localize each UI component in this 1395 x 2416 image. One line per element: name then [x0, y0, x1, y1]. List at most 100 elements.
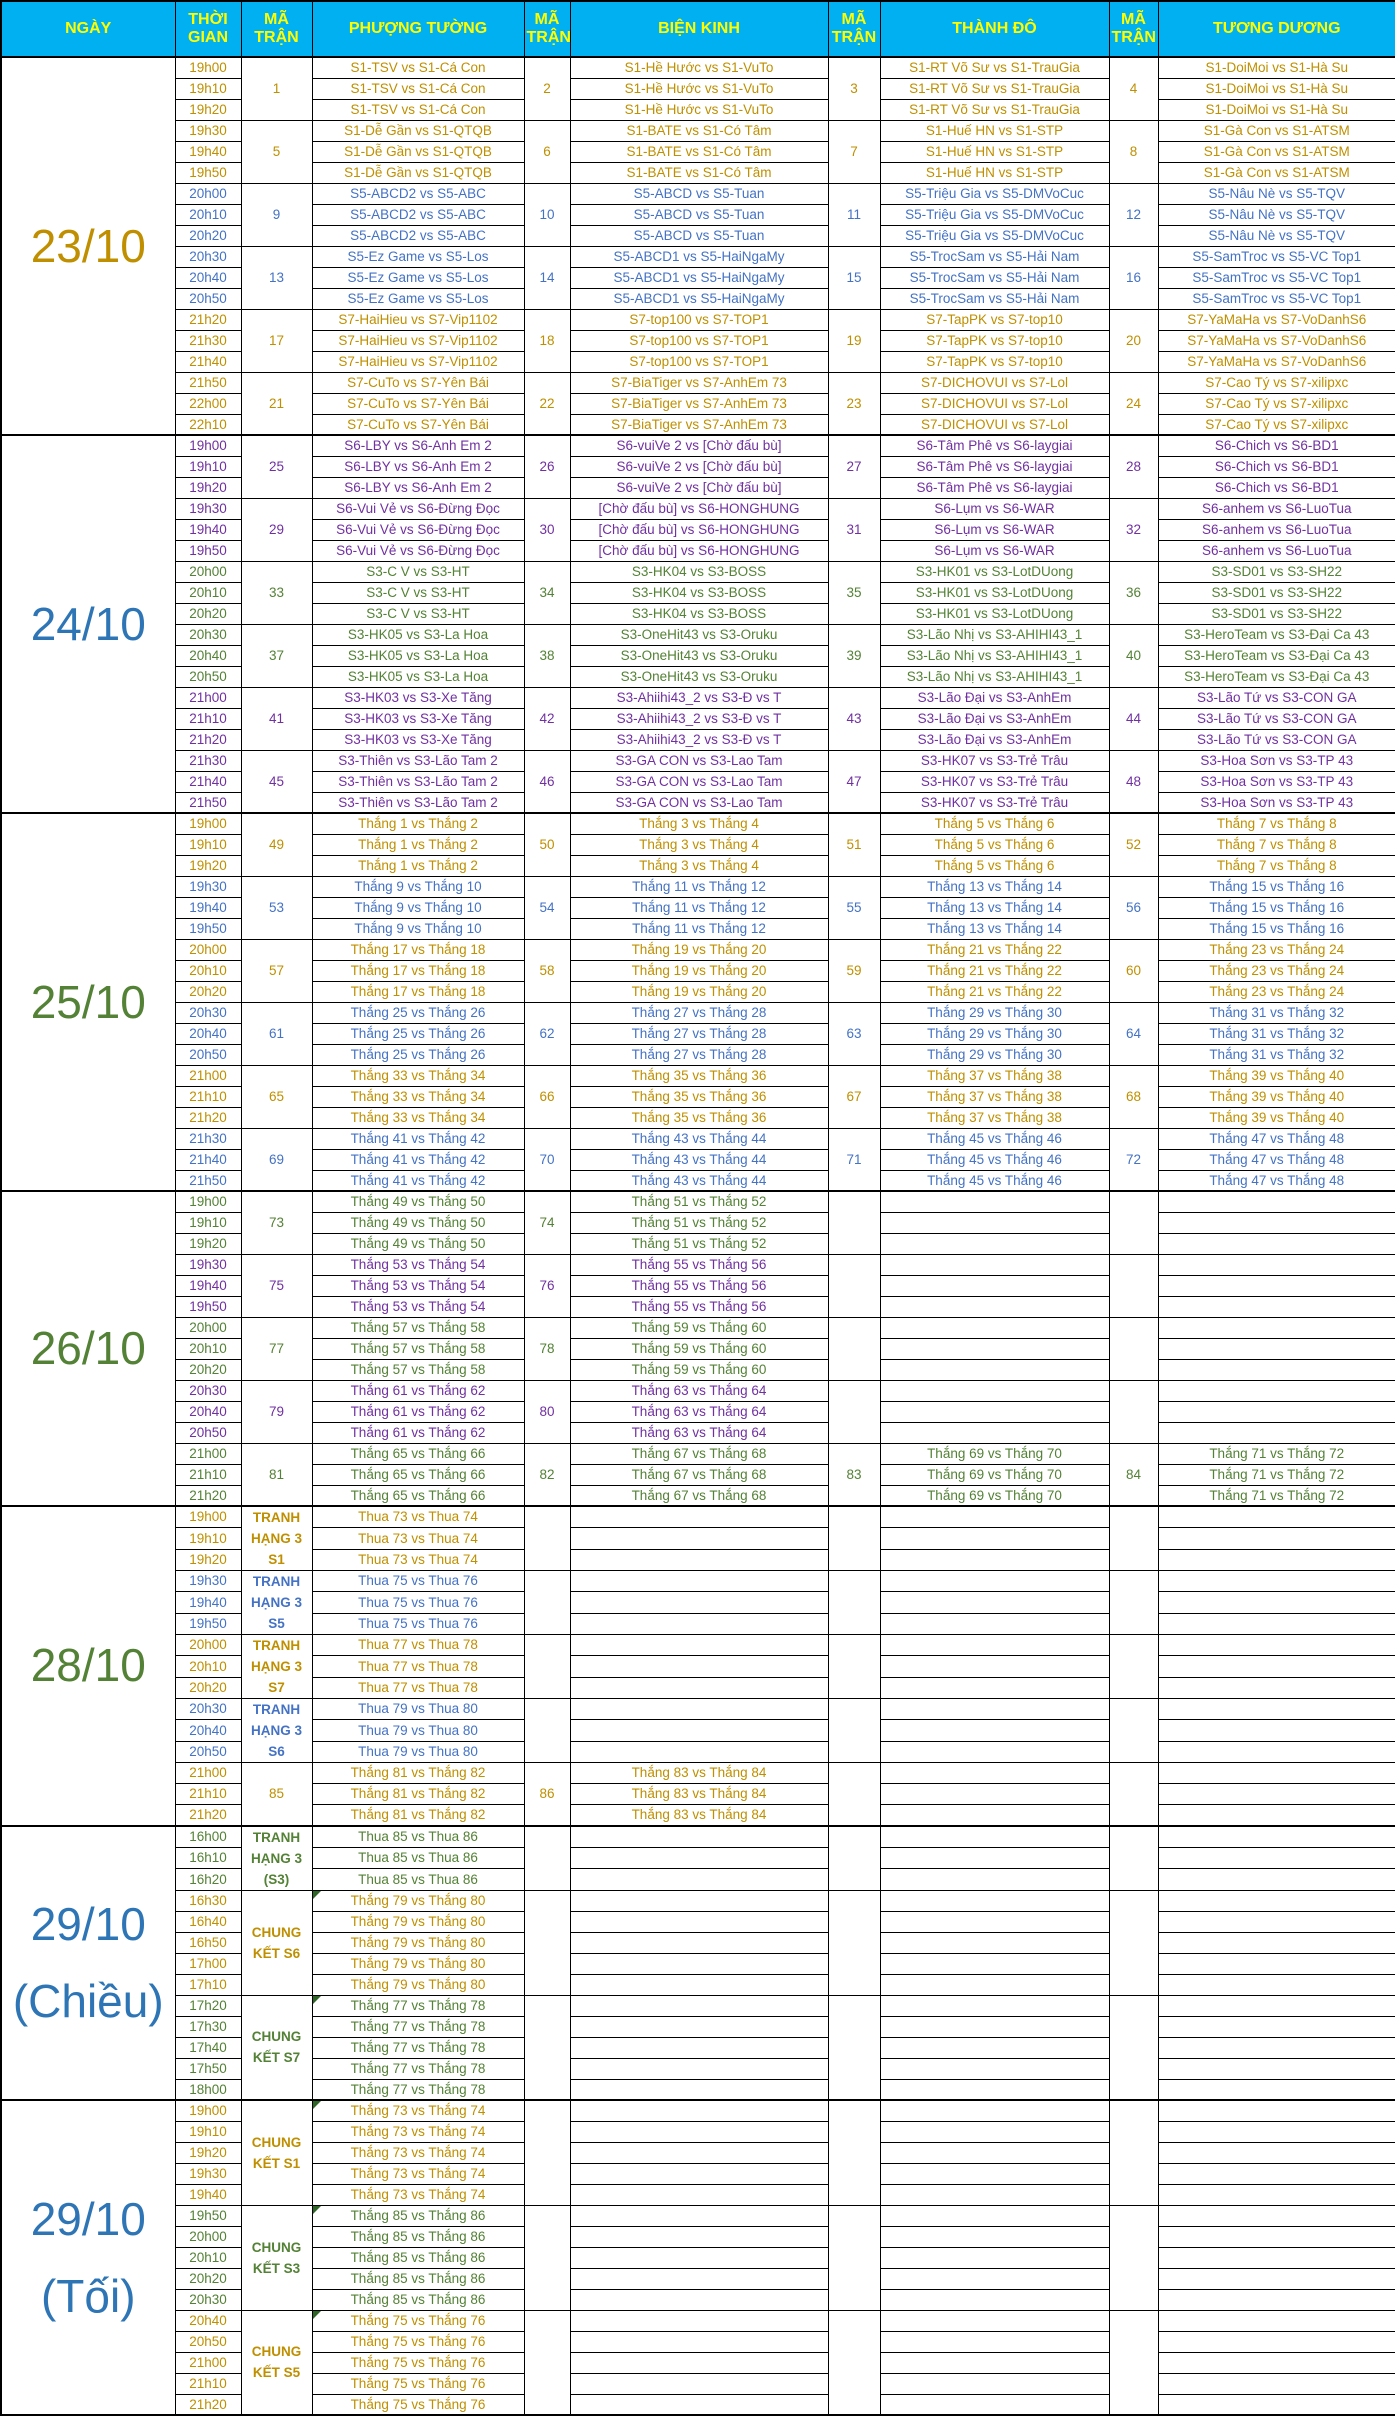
match-code-cell: 45 [240, 749, 313, 814]
time-cell: 20h50 [174, 287, 242, 310]
match-cell [1157, 1548, 1395, 1571]
match-cell [569, 1868, 829, 1891]
schedule-row: 21h10 Thắng 75 vs Thắng 76 [1, 2372, 1395, 2395]
match-cell: Thắng 37 vs Thắng 38 [879, 1064, 1110, 1087]
time-cell: 21h20 [174, 308, 242, 331]
time-cell: 16h20 [174, 1868, 242, 1891]
schedule-row: 16h10 Thua 85 vs Thua 86 [1, 1846, 1395, 1869]
schedule-row: 19h10 Thắng 49 vs Thắng 50 Thắng 51 vs Thắ… [1, 1211, 1395, 1234]
match-cell [1157, 2351, 1395, 2374]
match-code-cell [523, 1505, 571, 1571]
schedule-row: 21h50 S3-Thiên vs S3-Lão Tam 2 S3-GA CON v… [1, 791, 1395, 814]
match-code-cell: 75 [240, 1253, 313, 1318]
match-cell: S3-OneHit43 vs S3-Oruku [569, 665, 829, 688]
match-cell: Thắng 81 vs Thắng 82 [311, 1783, 525, 1805]
schedule-row: 19h20 Thua 73 vs Thua 74 [1, 1548, 1395, 1571]
time-cell: 19h00 [174, 56, 242, 79]
match-cell: S3-HeroTeam vs S3-Đại Ca 43 [1157, 623, 1395, 646]
time-cell: 19h00 [174, 812, 242, 835]
match-code-cell: 24 [1108, 371, 1159, 436]
match-code-cell [827, 1698, 881, 1763]
match-code-cell: 54 [523, 875, 571, 940]
match-cell [879, 1527, 1110, 1550]
match-code-cell: 66 [523, 1064, 571, 1129]
match-cell [569, 2015, 829, 2038]
match-cell: S7-CuTo vs S7-Yên Bái [311, 371, 525, 394]
match-cell: S1-RT Võ Sư vs S1-TrauGia [879, 77, 1110, 100]
match-cell: S3-Ahiihi43_2 vs S3-Đ vs T [569, 707, 829, 730]
match-code-cell: 27 [827, 434, 881, 499]
match-cell: Thắng 17 vs Thắng 18 [311, 980, 525, 1003]
match-cell: S1-Dễ Gần vs S1-QTQB [311, 140, 525, 163]
match-cell: Thắng 79 vs Thắng 80 [311, 1889, 525, 1912]
time-cell: 20h10 [174, 581, 242, 604]
schedule-row: 20h10 Thắng 85 vs Thắng 86 [1, 2246, 1395, 2269]
match-code-cell [1108, 1190, 1159, 1255]
schedule-row: 20h50 Thắng 25 vs Thắng 26 Thắng 27 vs Thắ… [1, 1043, 1395, 1066]
match-cell: S3-C V vs S3-HT [311, 602, 525, 625]
match-cell: Thắng 83 vs Thắng 84 [569, 1762, 829, 1784]
match-cell: Thắng 49 vs Thắng 50 [311, 1232, 525, 1255]
time-cell: 20h00 [174, 560, 242, 583]
time-cell: 21h00 [174, 686, 242, 709]
match-cell: Thua 75 vs Thua 76 [311, 1569, 525, 1593]
match-cell: S6-Tâm Phê vs S6-laygiai [879, 476, 1110, 499]
match-cell: S1-BATE vs S1-Có Tâm [569, 140, 829, 163]
match-cell: Thắng 73 vs Thắng 74 [311, 2120, 525, 2143]
match-code-cell: 51 [827, 812, 881, 877]
round-label-cell: TRANH HẠNG 3 S1 [240, 1505, 313, 1571]
schedule-row: 25/10 19h00 49 Thắng 1 vs Thắng 2 50 Thắng 3 … [0, 812, 1395, 1192]
match-cell [879, 1569, 1110, 1593]
match-cell: S5-Ez Game vs S5-Los [311, 287, 525, 310]
match-cell [569, 2057, 829, 2080]
time-cell: 21h30 [174, 749, 242, 772]
col-header-arena-phuong-tuong: PHƯỢNG TƯỜNG [311, 0, 525, 58]
match-cell: Thắng 13 vs Thắng 14 [879, 917, 1110, 940]
match-cell [569, 1505, 829, 1528]
match-cell: S5-ABCD1 vs S5-HaiNgaMy [569, 287, 829, 310]
match-cell [1157, 1762, 1395, 1784]
match-cell [879, 1211, 1110, 1234]
match-code-cell: 25 [240, 434, 313, 499]
time-cell: 21h20 [174, 1804, 242, 1826]
match-cell: S1-BATE vs S1-Có Tâm [569, 119, 829, 142]
round-label-line: CHUNG [251, 2029, 302, 2045]
match-cell [569, 1931, 829, 1954]
match-cell [1157, 1783, 1395, 1805]
match-code-cell: 85 [240, 1762, 313, 1826]
match-cell: S7-Cao Tý vs S7-xilipxc [1157, 413, 1395, 436]
match-cell: S1-Huế HN vs S1-STP [879, 119, 1110, 142]
match-cell: Thua 73 vs Thua 74 [311, 1505, 525, 1528]
time-cell: 17h30 [174, 2015, 242, 2038]
match-cell: S3-HK01 vs S3-LotDUong [879, 602, 1110, 625]
match-cell [1157, 1931, 1395, 1954]
round-label-line: CHUNG [251, 2239, 302, 2255]
time-cell: 21h10 [174, 707, 242, 730]
time-cell: 19h30 [174, 1569, 242, 1593]
match-code-cell [1108, 1570, 1159, 1635]
match-cell: Thua 85 vs Thua 86 [311, 1824, 525, 1848]
match-code-cell [827, 1994, 881, 2101]
time-cell: 19h40 [174, 1591, 242, 1614]
match-cell: S6-LBY vs S6-Anh Em 2 [311, 476, 525, 499]
schedule-row: 21h20 Thắng 75 vs Thắng 76 [1, 2393, 1395, 2416]
match-cell: S5-ABCD vs S5-Tuan [569, 203, 829, 226]
match-cell: Thắng 65 vs Thắng 66 [311, 1463, 525, 1486]
round-label-line: KẾT S3 [252, 2260, 301, 2276]
match-code-cell [827, 1570, 881, 1635]
match-cell: Thắng 73 vs Thắng 74 [311, 2141, 525, 2164]
round-label-line: HẠNG 3 [250, 1850, 302, 1866]
match-cell: S6-Vui Vẻ vs S6-Đừng Đọc [311, 518, 525, 541]
match-cell [1157, 2120, 1395, 2143]
match-code-cell [1108, 2204, 1159, 2311]
schedule-row: 21h40 S7-HaiHieu vs S7-Vip1102 S7-top100 v… [1, 350, 1395, 373]
col-header-arena-tuong-duong: TƯƠNG DƯƠNG [1157, 0, 1395, 58]
match-cell: Thắng 3 vs Thắng 4 [569, 833, 829, 856]
match-cell [569, 1527, 829, 1550]
match-cell [569, 2078, 829, 2101]
schedule-row: 19h10 S1-TSV vs S1-Cá Con S1-Hề Hước vs S1… [1, 77, 1395, 100]
match-cell: Thắng 69 vs Thắng 70 [879, 1463, 1110, 1486]
time-cell: 21h30 [174, 329, 242, 352]
schedule-row: 19h50 Thắng 9 vs Thắng 10 Thắng 11 vs Thắn… [1, 917, 1395, 940]
schedule-row: 19h10 Thua 73 vs Thua 74 [1, 1527, 1395, 1550]
